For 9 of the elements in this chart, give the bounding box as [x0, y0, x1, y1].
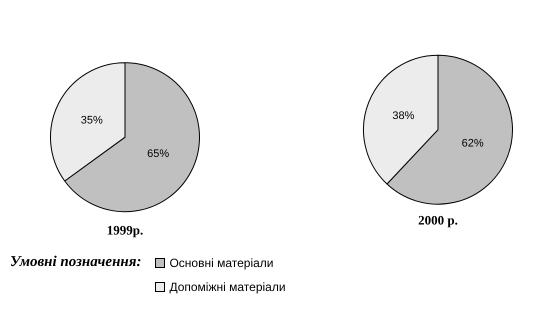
legend-label: Допоміжні матеріали — [169, 280, 286, 294]
text: 1999р. — [106, 222, 144, 238]
text: 2000 р. — [418, 212, 458, 228]
legend-title: Умовні позначення: — [10, 254, 142, 271]
data-label: 65% — [147, 148, 170, 160]
legend-label: Основні матеріали — [169, 256, 274, 270]
data-label: 62% — [462, 137, 484, 150]
data-label: 35% — [80, 114, 104, 126]
data-label: 38% — [392, 110, 415, 122]
